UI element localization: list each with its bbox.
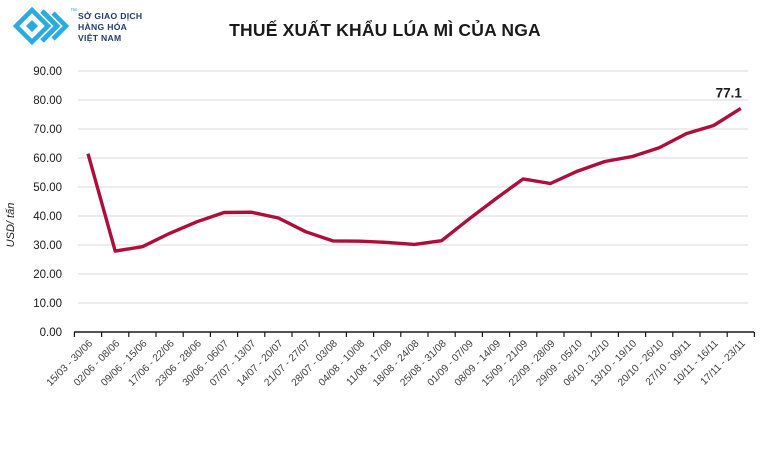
wheat-export-tax-line-chart: 0.00 10.00 20.00 30.00 40.00 50.00 60.00 70.00 8… bbox=[5, 66, 756, 389]
mxv-logo-text: SỞ GIAO DỊCH HÀNG HÓA VIỆT NAM bbox=[78, 11, 142, 45]
y-axis-label: 10.00 bbox=[33, 298, 62, 310]
y-axis-label: 0.00 bbox=[40, 327, 62, 339]
y-axis-label: 70.00 bbox=[33, 124, 62, 136]
logo-text-line3: VIỆT NAM bbox=[78, 33, 122, 44]
y-axis-label: 50.00 bbox=[33, 182, 62, 194]
y-axis-label: 30.00 bbox=[33, 240, 62, 252]
mxv-logo: ™ SỞ GIAO DỊCH HÀNG HÓA VIỆT NAM bbox=[12, 6, 142, 46]
y-axis-label: 60.00 bbox=[33, 153, 62, 165]
trademark-symbol: ™ bbox=[70, 8, 77, 15]
data-line bbox=[86, 106, 742, 253]
data-point-label: 77.1 bbox=[716, 85, 743, 100]
logo-text-line2: HÀNG HÓA bbox=[78, 22, 128, 33]
y-axis-label: 20.00 bbox=[33, 269, 62, 281]
chart-title: THUẾ XUẤT KHẨU LÚA MÌ CỦA NGA bbox=[229, 20, 541, 40]
y-axis-title: USD/ tấn bbox=[5, 203, 17, 248]
y-axis-label: 40.00 bbox=[33, 211, 62, 223]
y-axis-label: 80.00 bbox=[33, 95, 62, 107]
chart-header: ™ SỞ GIAO DỊCH HÀNG HÓA VIỆT NAM THUẾ XU… bbox=[0, 0, 770, 62]
x-axis-label: 15/03 - 30/06 bbox=[45, 338, 95, 388]
mxv-logo-icon bbox=[12, 6, 70, 46]
logo-text-line1: SỞ GIAO DỊCH bbox=[78, 11, 143, 21]
y-axis-label: 90.00 bbox=[33, 66, 62, 78]
